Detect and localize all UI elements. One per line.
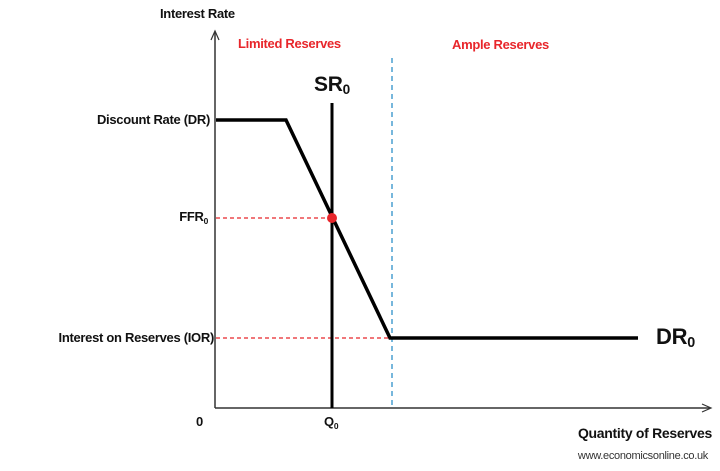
q0-label: Q0 bbox=[324, 414, 339, 431]
limited-reserves-label: Limited Reserves bbox=[238, 36, 341, 51]
ffr-label-sub: 0 bbox=[203, 216, 209, 226]
ffr-label: FFR0 bbox=[179, 209, 208, 226]
q-label-sub: 0 bbox=[333, 421, 339, 431]
ample-reserves-label: Ample Reserves bbox=[452, 37, 549, 52]
equilibrium-point bbox=[327, 213, 337, 223]
q-label-base: Q bbox=[324, 414, 334, 429]
x-axis-label: Quantity of Reserves bbox=[577, 425, 712, 441]
origin-label: 0 bbox=[196, 414, 203, 429]
discount-rate-label: Discount Rate (DR) bbox=[96, 112, 210, 127]
demand-curve bbox=[216, 118, 638, 340]
source-credit: www.economicsonline.co.uk bbox=[577, 450, 708, 462]
ior-label: Interest on Reserves (IOR) bbox=[58, 330, 215, 345]
y-axis-arrow bbox=[210, 29, 220, 41]
x-axis-arrow bbox=[701, 403, 713, 413]
supply-curve-label: SR0 bbox=[314, 73, 350, 97]
y-axis-label: Interest Rate bbox=[160, 6, 235, 21]
demand-curve-label: DR0 bbox=[656, 324, 695, 351]
supply-label-base: SR bbox=[314, 73, 343, 96]
demand-label-base: DR bbox=[656, 324, 688, 349]
ffr-label-base: FFR bbox=[179, 209, 204, 224]
supply-label-sub: 0 bbox=[342, 82, 351, 97]
demand-label-sub: 0 bbox=[687, 335, 695, 351]
